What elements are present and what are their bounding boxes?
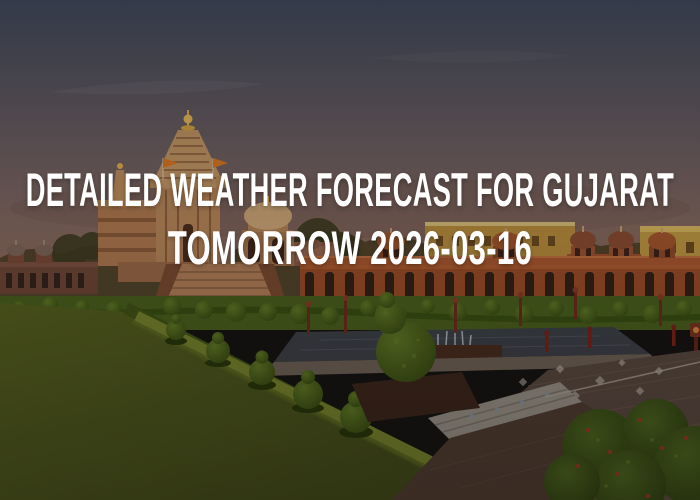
water-channel	[260, 327, 662, 376]
wing-spire	[112, 163, 128, 200]
left-chhatri	[35, 240, 53, 263]
lawn	[0, 303, 484, 500]
flower-bushes	[544, 399, 700, 500]
headline-line-2: TOMORROW 2026-03-16	[0, 218, 700, 276]
foreground-topiary	[352, 292, 480, 422]
headline-line-1-text: DETAILED WEATHER FORECAST FOR GUJARAT	[25, 162, 675, 216]
headline: DETAILED WEATHER FORECAST FOR GUJARAT TO…	[0, 160, 700, 276]
temple	[96, 110, 294, 302]
colonnade-chhatri	[648, 228, 676, 258]
gold-finial	[181, 110, 195, 131]
colonnade-chhatri	[492, 228, 520, 258]
red-bollards	[544, 324, 677, 352]
fountain-jets	[437, 330, 472, 346]
left-arcade-building	[0, 240, 98, 294]
steps	[428, 382, 582, 440]
temple-flags	[162, 158, 228, 180]
porch-dome	[242, 196, 294, 266]
colonnade-chhatri	[377, 228, 405, 258]
topiary-row	[165, 314, 373, 438]
headline-line-1: DETAILED WEATHER FORECAST FOR GUJARAT	[0, 160, 700, 218]
left-chhatri	[7, 240, 25, 263]
headline-line-2-text: TOMORROW 2026-03-16	[167, 220, 533, 274]
